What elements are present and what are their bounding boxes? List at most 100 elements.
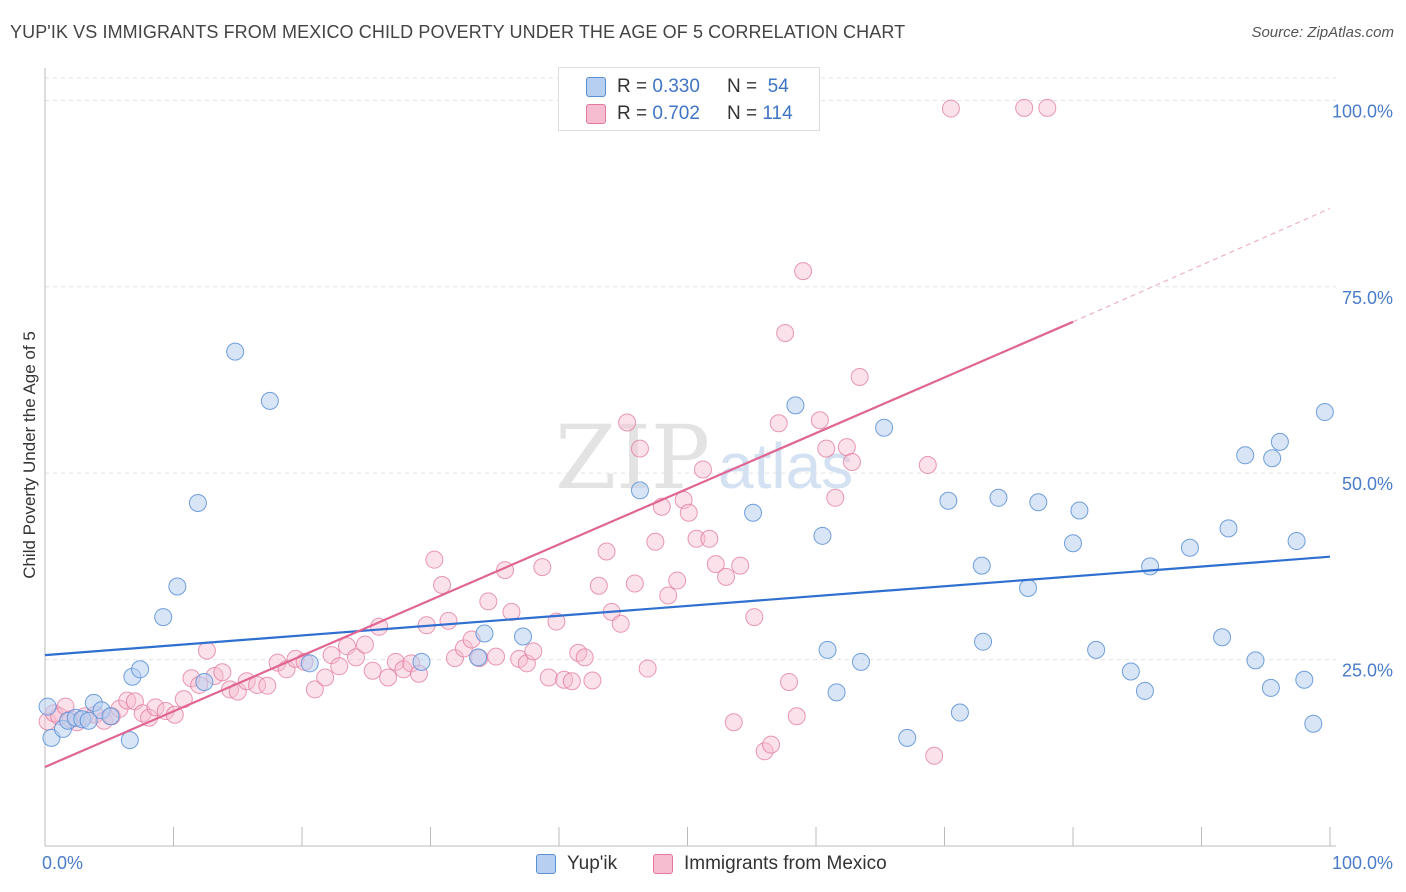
legend-swatch-mexico: [586, 104, 606, 124]
data-point-mexico: [646, 532, 665, 551]
data-point-yupik: [1315, 403, 1334, 422]
data-point-mexico: [258, 676, 277, 695]
data-point-yupik: [195, 672, 214, 691]
tick-labels: 25.0% 50.0% 75.0% 100.0% 0.0% 100.0%: [42, 101, 1393, 873]
axes: [44, 68, 1336, 847]
x-tick-label: 100.0%: [1332, 853, 1393, 873]
data-point-mexico: [611, 614, 630, 633]
data-point-yupik: [168, 577, 187, 596]
data-point-yupik: [950, 703, 969, 722]
data-point-yupik: [1135, 681, 1154, 700]
data-point-yupik: [818, 640, 837, 659]
data-point-yupik: [744, 503, 763, 522]
data-point-mexico: [502, 602, 521, 621]
data-point-mexico: [425, 550, 444, 569]
data-point-mexico: [330, 657, 349, 676]
data-point-mexico: [386, 652, 405, 671]
data-point-mexico: [638, 659, 657, 678]
data-point-mexico: [248, 675, 267, 694]
grid-lines: [45, 77, 1336, 661]
legend-swatch-yupik: [586, 77, 606, 97]
data-point-mexico: [630, 439, 649, 458]
series-mexico-points: [38, 98, 1057, 765]
data-point-yupik: [1287, 532, 1306, 551]
data-point-mexico: [517, 654, 536, 673]
y-tick-label: 75.0%: [1342, 288, 1393, 308]
legend-r-label: R =: [617, 103, 648, 124]
trend-line-mexico-extension: [1072, 207, 1331, 323]
data-point-yupik: [1263, 449, 1282, 468]
data-point-mexico: [597, 542, 616, 561]
data-point-yupik: [827, 683, 846, 702]
data-point-mexico: [625, 574, 644, 593]
data-point-mexico: [439, 611, 458, 630]
data-point-mexico: [776, 324, 795, 343]
data-point-mexico: [379, 668, 398, 687]
data-point-mexico: [433, 576, 452, 595]
data-point-mexico: [1015, 98, 1034, 117]
data-point-mexico: [810, 411, 829, 430]
data-point-mexico: [787, 707, 806, 726]
data-point-yupik: [1070, 501, 1089, 520]
data-point-mexico: [618, 413, 637, 432]
data-point-mexico: [583, 671, 602, 690]
data-point-mexico: [575, 648, 594, 667]
legend-n-value-mexico: 114: [762, 103, 793, 124]
data-point-yupik: [1029, 493, 1048, 512]
data-point-mexico: [687, 529, 706, 548]
y-tick-label: 100.0%: [1332, 101, 1393, 121]
chart-title: YUP'IK VS IMMIGRANTS FROM MEXICO CHILD P…: [10, 22, 906, 42]
data-point-mexico: [213, 663, 232, 682]
data-point-mexico: [533, 558, 552, 577]
data-point-mexico: [794, 262, 813, 281]
data-point-yupik: [154, 608, 173, 627]
data-point-mexico: [817, 439, 836, 458]
legend-label-yupik: Yup'ik: [567, 853, 618, 874]
data-point-mexico: [346, 648, 365, 667]
data-point-yupik: [1087, 640, 1106, 659]
data-point-mexico: [562, 672, 581, 691]
data-point-mexico: [731, 556, 750, 575]
data-point-mexico: [355, 635, 374, 654]
data-point-yupik: [1064, 534, 1082, 553]
data-point-mexico: [918, 455, 937, 474]
data-point-yupik: [1180, 538, 1199, 557]
data-point-mexico: [755, 742, 774, 761]
data-point-yupik: [188, 494, 207, 513]
data-point-mexico: [668, 571, 687, 590]
x-tick-label: 0.0%: [42, 853, 83, 873]
data-point-yupik: [989, 488, 1008, 507]
data-point-yupik: [898, 728, 917, 747]
data-point-mexico: [724, 713, 743, 732]
data-point-mexico: [316, 668, 335, 687]
watermark: ZIP atlas: [555, 406, 853, 509]
data-point-yupik: [1019, 579, 1038, 598]
y-tick-label: 50.0%: [1342, 474, 1393, 494]
data-point-yupik: [972, 556, 991, 575]
data-point-mexico: [524, 642, 543, 661]
data-point-yupik: [1141, 557, 1160, 576]
trend-line-yupik: [44, 555, 1331, 657]
data-point-yupik: [1236, 446, 1255, 465]
legend-label-mexico: Immigrants from Mexico: [684, 853, 887, 874]
data-point-mexico: [769, 414, 788, 433]
data-point-yupik: [131, 660, 150, 679]
data-point-yupik: [226, 342, 245, 361]
data-point-mexico: [780, 672, 799, 691]
legend-n-label: N =: [727, 103, 758, 124]
data-point-mexico: [717, 567, 736, 586]
legend-bottom-swatch-yupik: [536, 854, 556, 874]
data-point-mexico: [826, 488, 845, 507]
data-point-mexico: [539, 668, 558, 687]
data-point-yupik: [786, 396, 805, 415]
data-point-mexico: [842, 453, 861, 471]
data-point-yupik: [813, 526, 832, 545]
data-point-yupik: [79, 711, 98, 730]
data-point-mexico: [925, 746, 944, 765]
data-point-yupik: [1219, 519, 1238, 538]
data-point-mexico: [850, 367, 869, 386]
data-point-mexico: [693, 460, 712, 479]
data-point-mexico: [146, 698, 165, 717]
legend-n-label: N =: [727, 76, 758, 97]
